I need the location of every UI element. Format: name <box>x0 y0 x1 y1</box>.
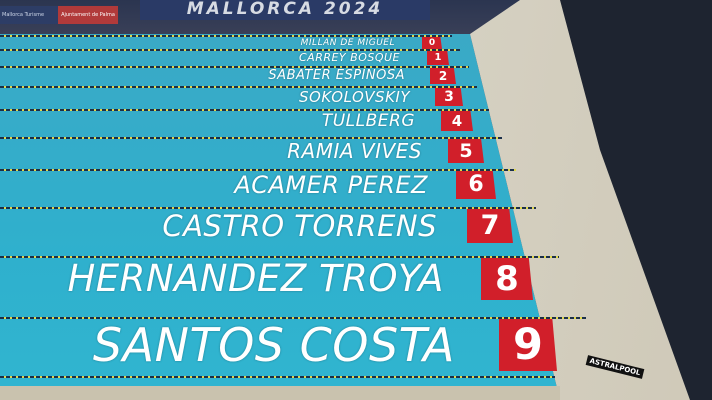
lane-rope <box>0 49 460 51</box>
lane-rope <box>0 66 469 68</box>
swimmer-name: SANTOS COSTA <box>92 318 455 372</box>
lane-rope <box>0 86 477 88</box>
lane-rope <box>0 207 536 209</box>
sponsor-board: Mallorca Turisme <box>0 6 60 24</box>
swimmer-name: ACAMER PEREZ <box>234 171 428 199</box>
lane-rope <box>0 376 555 378</box>
lane-number: 5 <box>448 139 484 163</box>
lane-number: 4 <box>441 111 473 131</box>
swimmer-name: TULLBERG <box>321 111 415 131</box>
swimmer-name: CARREY BOSQUE <box>298 51 400 64</box>
lane-rope <box>0 256 559 258</box>
lane-number: 3 <box>435 88 463 106</box>
lane-number: 9 <box>499 319 557 371</box>
lane-rope <box>0 137 502 139</box>
swimmer-name: RAMIA VIVES <box>287 139 422 163</box>
lane-rope <box>0 35 452 37</box>
pool-edge <box>0 386 560 400</box>
venue-banner: MALLORCA 2024 <box>140 0 430 20</box>
swimmer-name: HERNANDEZ TROYA <box>67 257 444 300</box>
lane-number: 6 <box>456 171 496 199</box>
lane-rope <box>0 169 516 171</box>
lane-number: 8 <box>481 258 533 300</box>
swimmer-name: SABATER ESPINOSA <box>268 68 405 83</box>
swimmer-name: CASTRO TORRENS <box>162 209 437 243</box>
lane-rope <box>0 317 586 319</box>
swimmer-name: SOKOLOVSKIY <box>299 88 410 106</box>
lane-number: 7 <box>467 209 513 243</box>
lane-rope <box>0 109 489 111</box>
swimmer-name: MILLAN DE MIGUEL <box>300 38 395 48</box>
lane-number: 1 <box>427 51 449 65</box>
pool <box>0 34 560 400</box>
lane-number: 2 <box>430 68 456 84</box>
sponsor-board: Ajuntament de Palma <box>58 6 118 24</box>
lane-number: 0 <box>422 37 442 49</box>
